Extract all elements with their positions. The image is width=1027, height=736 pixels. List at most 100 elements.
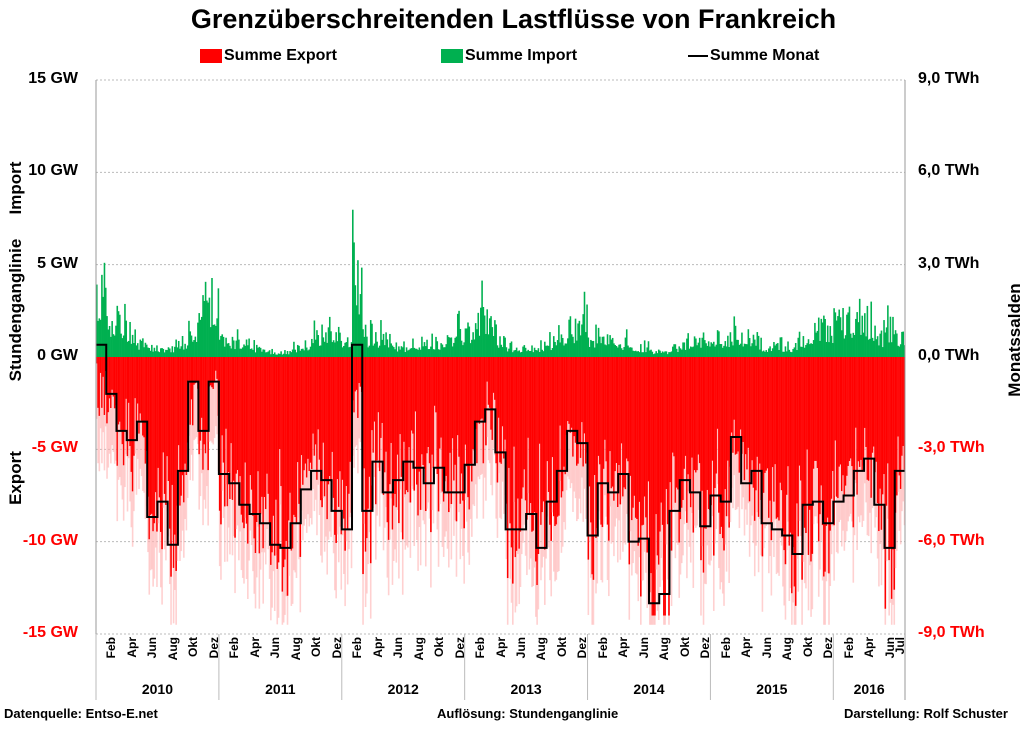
export-bar (605, 357, 608, 462)
export-bar (775, 357, 778, 519)
import-bar (407, 350, 409, 357)
import-bar (271, 348, 273, 357)
export-bar (847, 357, 849, 466)
import-bar (766, 351, 769, 357)
export-bar (387, 357, 390, 540)
export-bar (744, 357, 747, 455)
export-bar (343, 357, 345, 519)
import-bar (367, 347, 369, 357)
import-bar (450, 337, 453, 357)
export-bar (672, 357, 674, 453)
export-bar (460, 357, 463, 474)
export-bar (354, 357, 357, 392)
import-bar (148, 347, 151, 357)
export-bar (371, 357, 373, 431)
import-bar (414, 348, 417, 357)
export-bar (844, 357, 847, 486)
import-bar (217, 288, 220, 357)
export-bar (610, 357, 613, 489)
export-bar (860, 357, 862, 460)
import-bar (309, 346, 312, 357)
import-bar (643, 340, 646, 357)
export-bar-spike (435, 357, 437, 468)
export-bar (404, 357, 407, 495)
import-bar (112, 334, 115, 357)
export-bar-spike (213, 357, 216, 438)
import-bar (318, 345, 321, 357)
import-bar (520, 351, 523, 357)
export-bar (888, 357, 890, 561)
export-bar (620, 357, 623, 444)
import-bar (426, 339, 428, 357)
import-bar (102, 296, 104, 357)
export-bar (545, 357, 547, 504)
legend-import: Summe Import (441, 47, 577, 65)
export-bar (184, 357, 186, 464)
import-bar (314, 339, 317, 357)
export-bar (145, 357, 148, 451)
import-bar (252, 349, 254, 357)
import-bar (279, 353, 281, 357)
export-bar (462, 357, 464, 501)
export-bar (465, 357, 468, 467)
export-bar (506, 357, 509, 579)
export-bar (120, 357, 122, 430)
export-bar (892, 357, 894, 550)
export-bar (890, 357, 893, 599)
import-bar (362, 329, 364, 357)
import-bar (142, 338, 144, 357)
export-bar (487, 357, 490, 405)
import-bar (343, 345, 345, 357)
export-bar (528, 357, 531, 515)
footer-author: Darstellung: Rolf Schuster (844, 706, 1008, 721)
export-bar (538, 357, 541, 444)
import-bar (714, 346, 716, 357)
export-bar (823, 357, 825, 577)
import-bar (741, 332, 743, 357)
export-bar (453, 357, 455, 481)
import-bar (238, 339, 240, 357)
export-bar (894, 357, 897, 513)
import-bar (696, 345, 698, 357)
export-bar (345, 357, 348, 487)
import-bar (830, 335, 833, 357)
export-bar (366, 357, 368, 539)
import-bar (674, 344, 677, 357)
export-bar (131, 357, 134, 492)
export-bar (271, 357, 273, 553)
export-bar (793, 357, 796, 587)
import-bar (567, 338, 569, 357)
import-bar (665, 351, 668, 357)
export-bar (149, 357, 152, 515)
export-bar (508, 357, 510, 468)
import-bar (419, 349, 422, 357)
import-bar (843, 338, 846, 357)
export-bar (177, 357, 180, 446)
export-bar (235, 357, 238, 474)
export-bar (467, 357, 469, 498)
month-tick-label: Feb (718, 637, 733, 659)
export-bar (200, 357, 203, 418)
import-bar (380, 320, 382, 357)
month-tick-label: Feb (227, 637, 242, 659)
export-bar (454, 357, 456, 465)
import-bar (257, 347, 259, 357)
import-bar (122, 335, 125, 357)
export-bar (776, 357, 779, 518)
export-bar (212, 357, 215, 389)
export-bar (629, 357, 632, 476)
import-bar (403, 341, 405, 357)
import-bar (750, 346, 752, 357)
import-bar (546, 345, 549, 357)
import-bar (828, 342, 830, 357)
import-bar (499, 336, 501, 357)
export-bar (636, 357, 638, 519)
import-bar (805, 345, 807, 357)
export-bar-spike (195, 357, 198, 438)
import-bar (535, 350, 537, 357)
import-bar (587, 337, 590, 357)
import-bar (179, 348, 181, 357)
import-bar (780, 337, 783, 357)
export-bar (832, 357, 834, 471)
